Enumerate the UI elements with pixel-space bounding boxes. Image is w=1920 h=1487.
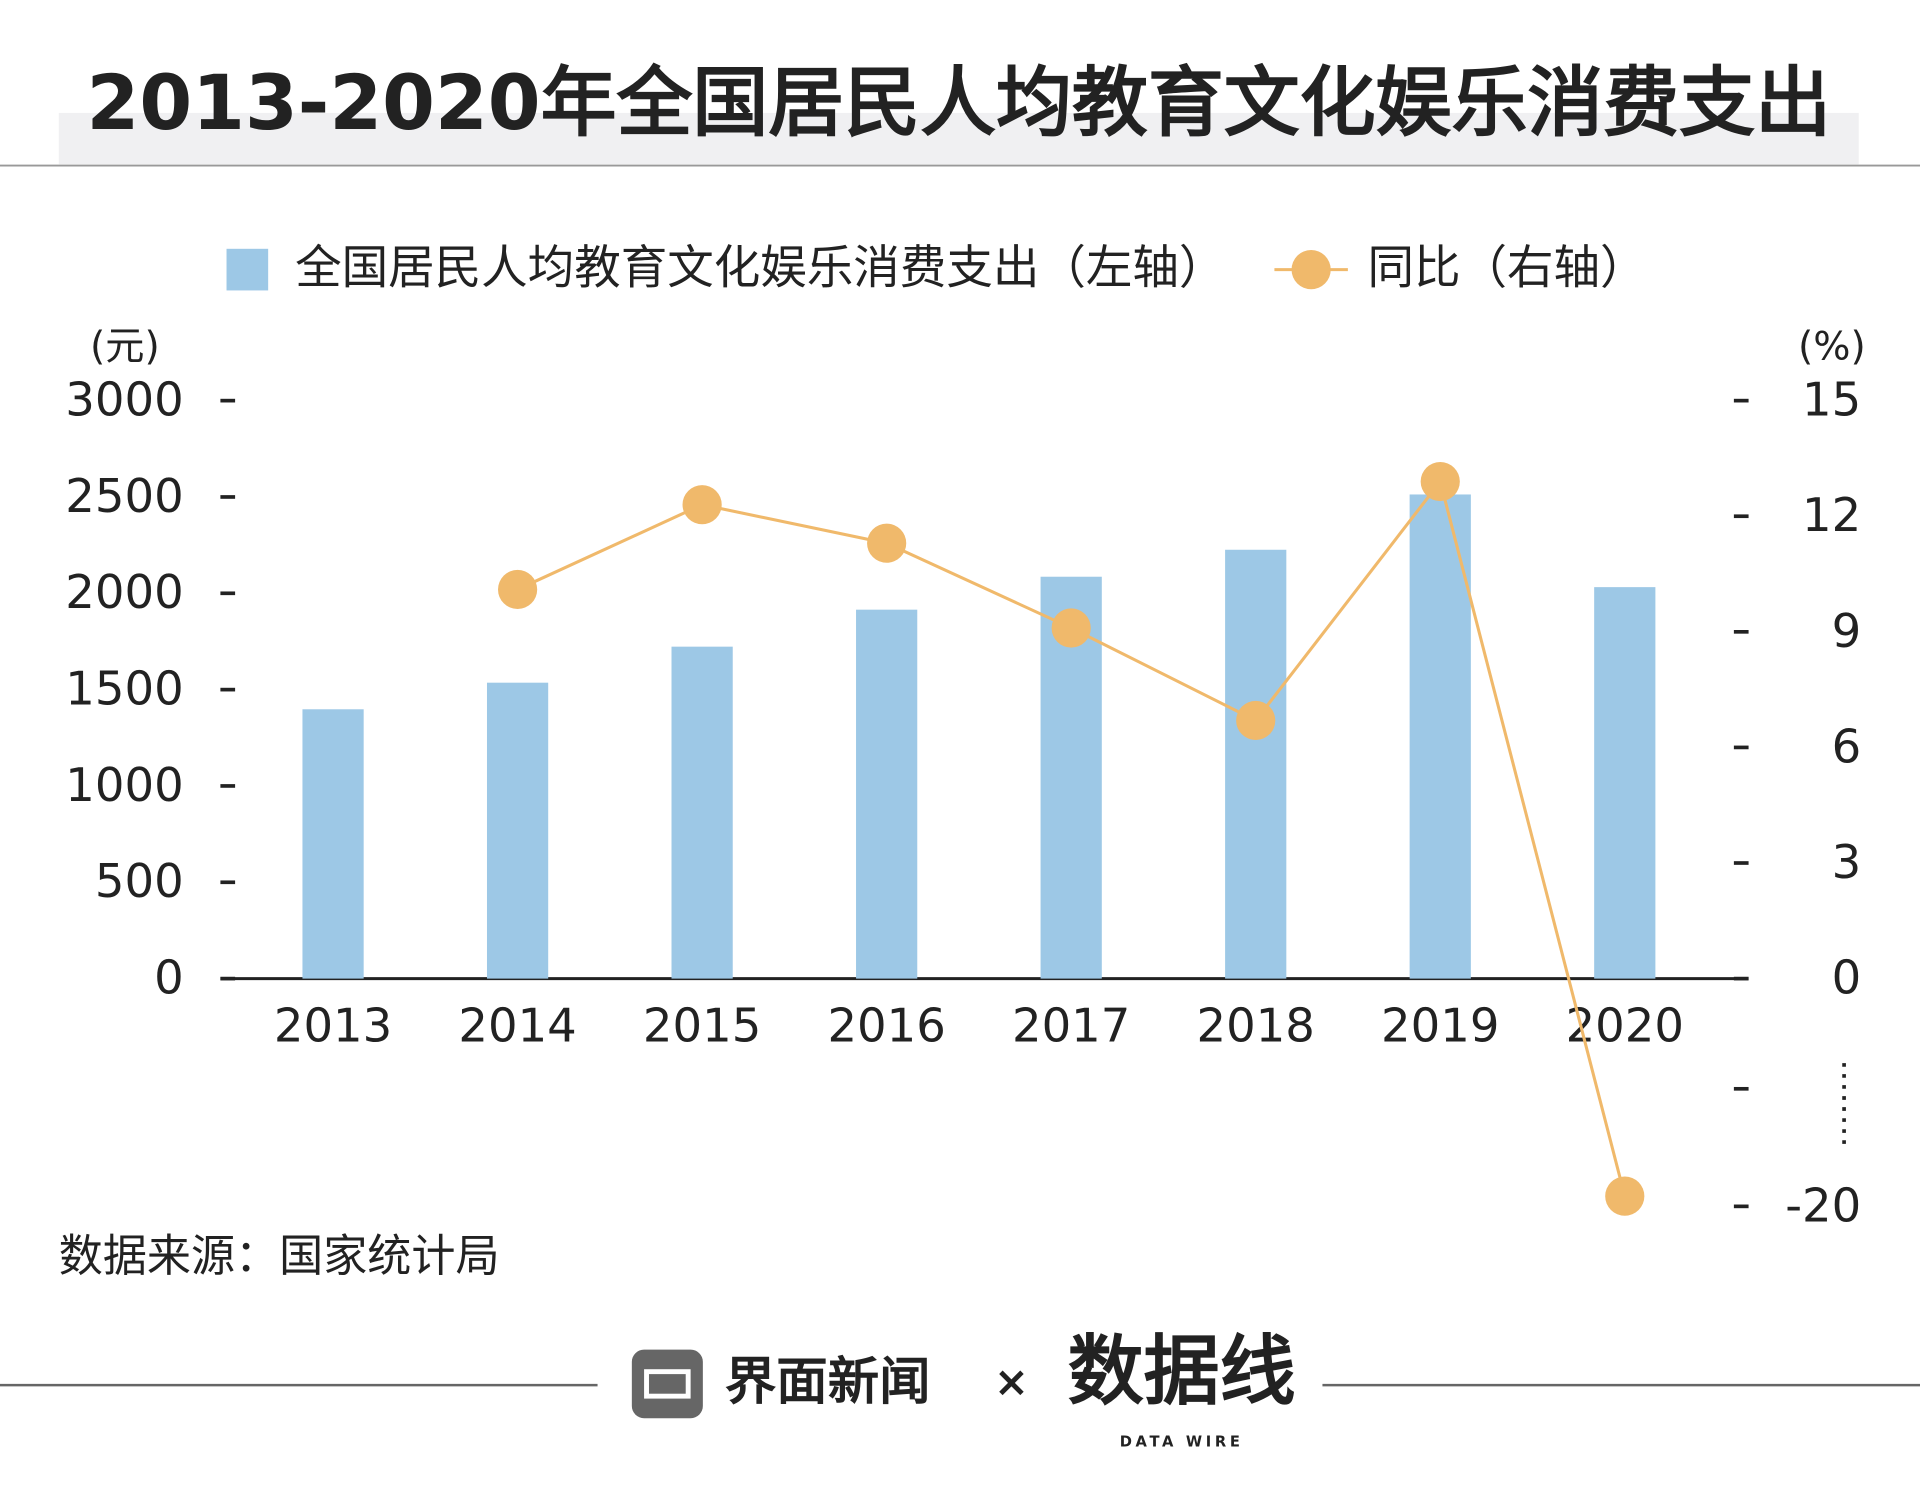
x-tick-label: 2018 [1197,998,1315,1052]
y2-tick-label: 15 [1802,373,1861,427]
y2-tick-label: -20 [1785,1178,1861,1232]
chart-title: 2013-2020年全国居民人均教育文化娱乐消费支出 [87,59,1831,147]
x-tick-label: 2020 [1566,998,1684,1052]
legend-swatch [1291,250,1331,290]
brand: 界面新闻 [725,1352,931,1412]
y2-tick-label: 9 [1832,604,1862,658]
y-unit: (元) [90,325,160,370]
legend-label: 全国居民人均教育文化娱乐消费支出（左轴） [295,240,1225,294]
y-tick-label: 1000 [65,758,183,812]
x-tick-label: 2019 [1381,998,1499,1052]
bar [1409,494,1471,979]
point [498,569,538,610]
y2-tick-label: 12 [1802,488,1861,542]
y-tick-label: 3000 [65,373,183,427]
y-tick-label: 2500 [65,469,183,523]
logo: 数据线 [1068,1328,1296,1416]
y2-tick-label: 6 [1832,719,1862,773]
times: × [994,1357,1029,1406]
x-tick-label: 2014 [458,998,576,1052]
bar [486,682,549,979]
y2-unit: (%) [1798,325,1866,370]
brand-icon-inner [644,1369,691,1399]
source: 数据来源：国家统计局 [59,1231,500,1282]
point [1605,1176,1645,1216]
logo-sub: DATA WIRE [1120,1434,1244,1451]
y2-tick-label: 0 [1832,951,1862,1005]
legend-label: 同比（右轴） [1367,240,1646,294]
y2-tick-label: 3 [1832,835,1862,889]
point [682,485,722,525]
y-tick-label: 0 [154,951,184,1005]
x-tick-label: 2017 [1012,998,1130,1052]
bar [1225,549,1287,979]
title-band [58,112,1859,165]
x-tick-label: 2015 [643,998,761,1052]
bar [302,709,364,979]
point [1051,608,1091,648]
brand-icon [631,1349,703,1419]
point [1236,700,1276,741]
legend-swatch [226,248,269,291]
x-tick-label: 2016 [827,998,945,1052]
y-tick-label: 1500 [65,662,183,716]
bar [856,609,918,979]
bar [671,646,733,979]
y-tick-label: 2000 [65,565,183,619]
y-tick-label: 500 [95,854,184,908]
point [1420,461,1460,502]
bar [1594,587,1656,979]
x-tick-label: 2013 [274,998,392,1052]
point [867,523,907,563]
